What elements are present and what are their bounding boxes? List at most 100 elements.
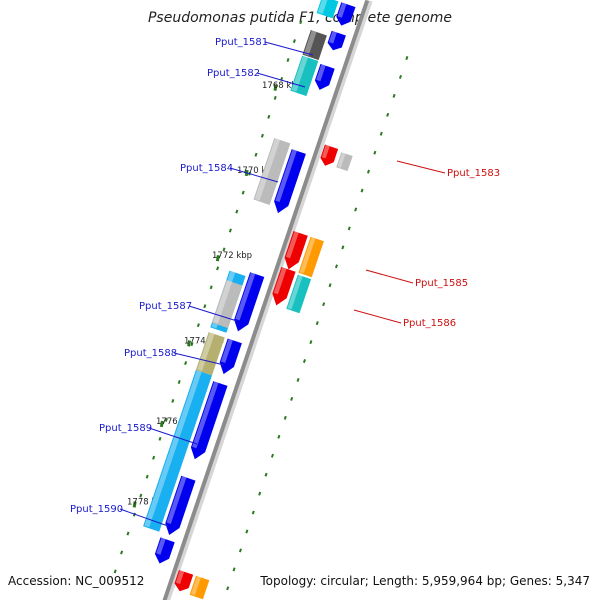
blue-gene-arrow bbox=[314, 63, 335, 90]
blue-gene-arrow bbox=[219, 338, 242, 375]
outer-left-gene bbox=[211, 280, 243, 329]
label-leader-line bbox=[173, 352, 225, 366]
outer-left-gene bbox=[316, 0, 339, 19]
gene-body bbox=[298, 236, 324, 278]
scale-label: 1778 kbp bbox=[127, 497, 167, 507]
tick-mark bbox=[277, 434, 281, 439]
tick-mark bbox=[286, 58, 290, 63]
gene-body bbox=[327, 30, 346, 51]
tick-mark bbox=[164, 417, 168, 422]
map-title: Pseudomonas putida F1, complete genome bbox=[147, 10, 453, 26]
gene-label-left: Pput_1582 bbox=[207, 68, 260, 79]
tick-mark bbox=[386, 112, 390, 117]
scale-label: 1768 kbp bbox=[262, 81, 302, 91]
tick-mark bbox=[366, 169, 370, 174]
gene-highlight bbox=[337, 152, 346, 168]
gene-highlight bbox=[316, 64, 326, 82]
gene-highlight bbox=[175, 570, 185, 585]
gene-body bbox=[174, 570, 194, 592]
gene-body bbox=[143, 370, 212, 532]
gene-body bbox=[154, 537, 175, 564]
major-tick bbox=[187, 340, 192, 347]
tick-mark bbox=[241, 190, 245, 195]
tick-mark bbox=[216, 266, 220, 271]
tick-mark bbox=[238, 548, 242, 553]
tick-mark bbox=[232, 567, 236, 572]
tick-mark bbox=[264, 472, 268, 477]
tick-mark bbox=[328, 283, 332, 288]
right-gene-arrow bbox=[174, 570, 194, 592]
genome-summary-text: Topology: circular; Length: 5,959,964 bp… bbox=[260, 574, 590, 588]
tick-mark bbox=[292, 39, 296, 44]
gene-label-left: Pput_1581 bbox=[215, 37, 268, 48]
tick-mark bbox=[254, 152, 258, 157]
label-leader-line bbox=[229, 167, 279, 183]
gene-highlight bbox=[337, 2, 347, 18]
right-gene-arrow bbox=[284, 231, 308, 270]
blue-gene-arrow bbox=[165, 475, 196, 535]
tick-mark bbox=[145, 474, 149, 479]
gene-label-right: Pput_1583 bbox=[447, 168, 500, 179]
blue-gene-arrow bbox=[234, 272, 265, 332]
gene-body bbox=[195, 332, 225, 376]
gene-body bbox=[320, 144, 339, 166]
right-tick-track bbox=[226, 56, 409, 591]
major-tick bbox=[132, 501, 137, 508]
blue-gene-arrow bbox=[336, 2, 356, 26]
tick-mark bbox=[299, 20, 303, 25]
label-leader-line bbox=[256, 72, 306, 88]
outer-left-gene bbox=[253, 138, 291, 205]
tick-mark bbox=[273, 95, 277, 100]
backbone-line bbox=[162, 0, 370, 600]
gene-highlight bbox=[287, 274, 303, 310]
gene-body bbox=[234, 272, 265, 332]
gene-body bbox=[211, 280, 243, 329]
outer-left-gene bbox=[195, 332, 225, 376]
tick-mark bbox=[260, 133, 264, 138]
gene-highlight bbox=[291, 55, 308, 92]
tick-mark bbox=[190, 342, 194, 347]
major-tick bbox=[273, 84, 278, 91]
right-gene-arrow bbox=[336, 152, 353, 172]
label-leader-line bbox=[148, 427, 198, 445]
gene-body bbox=[189, 575, 210, 600]
gene-highlight bbox=[285, 231, 299, 259]
label-leader-line bbox=[396, 160, 446, 174]
right-gene-arrow bbox=[189, 575, 210, 600]
tick-mark bbox=[347, 226, 351, 231]
tick-mark bbox=[158, 436, 162, 441]
tick-mark bbox=[322, 302, 326, 307]
tick-mark bbox=[139, 493, 143, 498]
tick-mark bbox=[184, 361, 188, 366]
tick-mark bbox=[228, 228, 232, 233]
gene-highlight bbox=[254, 138, 281, 201]
tick-mark bbox=[398, 74, 402, 79]
gene-highlight bbox=[273, 267, 287, 295]
tick-mark bbox=[373, 150, 377, 155]
gene-label-left: Pput_1584 bbox=[180, 163, 233, 174]
tick-mark bbox=[405, 56, 409, 60]
gene-label-left: Pput_1587 bbox=[139, 301, 192, 312]
gene-body bbox=[336, 2, 356, 26]
gene-body bbox=[316, 0, 339, 19]
gene-highlight bbox=[156, 537, 166, 555]
tick-mark bbox=[392, 93, 396, 98]
gene-highlight bbox=[220, 338, 233, 363]
tick-mark bbox=[251, 510, 255, 515]
major-tick bbox=[159, 420, 164, 428]
tick-mark bbox=[354, 207, 358, 212]
gene-label-right: Pput_1586 bbox=[403, 318, 456, 329]
tick-mark bbox=[296, 377, 300, 382]
scale-label: 1772 kbp bbox=[212, 251, 252, 261]
gene-highlight bbox=[299, 237, 316, 274]
tick-mark bbox=[226, 586, 230, 591]
tick-mark bbox=[360, 188, 364, 193]
gene-body bbox=[274, 149, 306, 214]
tick-mark bbox=[290, 396, 294, 401]
tick-mark bbox=[309, 340, 313, 345]
gene-label-right: Pput_1585 bbox=[415, 278, 468, 289]
label-leader-line bbox=[119, 508, 169, 527]
tick-mark bbox=[302, 359, 306, 364]
scale-label: 1770 kbp bbox=[237, 166, 277, 176]
label-leader-line bbox=[353, 309, 402, 324]
